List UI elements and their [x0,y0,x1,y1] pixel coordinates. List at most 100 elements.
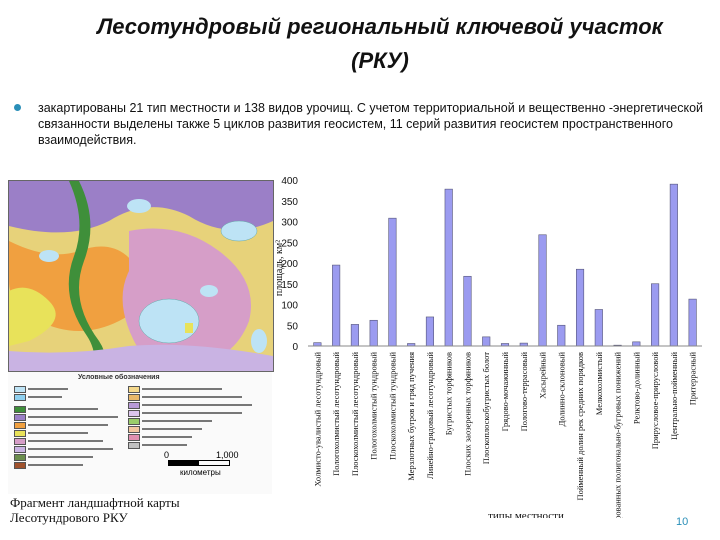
y-tick-label: 200 [281,259,298,270]
scale-label-left: 0 [164,450,170,460]
legend-swatch-peach [128,426,140,433]
legend-text-placeholder [142,420,212,422]
bar [538,234,547,347]
legend-swatch-river [14,394,26,401]
x-tick-label: Пологохолмистый лесотундровый [331,352,341,476]
scale-bar [168,460,230,466]
y-axis-title-group: площадь, км² [274,240,285,296]
bar [632,341,641,347]
map-lake-east [200,285,218,297]
map-marker-yellow [185,323,193,333]
legend-text-placeholder [28,448,113,450]
legend-swatch-water [14,386,26,393]
map-caption: Фрагмент ландшафтной карты Лесотундровог… [10,495,180,525]
legend-swatch-violet [128,402,140,409]
slide-title: Лесотундровый региональный ключевой учас… [40,10,720,78]
x-tick-label: Холмисто-увалистый лесотундровый [312,352,322,487]
x-tick-label: Релктово-долинный [631,352,641,425]
legend-swatch-lavender [128,410,140,417]
legend-text-placeholder [142,388,222,390]
x-tick-label: Грядово-мочажинный [500,352,510,432]
x-tick-label: Центрально-пойменный [669,352,679,440]
bar [444,188,453,347]
y-tick-label: 350 [281,197,298,208]
x-tick-label: Плоских заозеренных торфяников [462,352,472,476]
legend-swatch-lilac [14,446,26,453]
x-tick-label: Плоскоплоскобугристых болот [481,352,491,464]
bar-chart: площадь, км² 0 50 100 150 200 250 300 350 400 Хо… [274,176,702,518]
legend-swatch-brown [14,462,26,469]
legend-text-placeholder [142,428,202,430]
legend-swatch-gray [128,442,140,449]
x-tick-label: Линейно-грядовый лесотундровый [425,352,435,480]
x-tick-label: Мерзлотных бугров и гряд пучения [406,352,416,481]
legend-swatch-yellow [14,430,26,437]
x-tick-label: Бугристых торфяников [444,352,454,435]
y-axis-title: площадь, км² [274,240,285,296]
y-tick-label: 150 [281,280,298,291]
map-lake-north [220,220,258,242]
map-region-south [9,344,273,371]
bar [482,336,491,347]
bar [669,183,678,347]
legend-swatch-orange [14,422,26,429]
map-caption-line1: Фрагмент ландшафтной карты [10,495,180,510]
x-tick-label: Пологово-террасовый [519,352,529,432]
x-tick-label: Прирусловое-прирусловой [650,352,660,450]
map-lake-west [39,250,59,262]
scale-unit: километры [180,468,221,477]
x-tick-label: Пойменный долин рек средних порядков [575,352,585,501]
map-legend: Условные обозначения 0 1,000 километры [8,372,272,494]
x-tick-label: Мелкохолмистый [594,352,604,416]
scale-bar-segment [169,461,199,465]
legend-swatch-purple [14,414,26,421]
y-tick-label: 100 [281,301,298,312]
legend-swatch-tan [128,394,140,401]
slide-title-line2: (РКУ) [351,48,409,73]
landscape-map-image [8,180,274,372]
x-tick-label: Хасырейный [538,352,548,399]
bar [463,275,472,347]
scale-label-right: 1,000 [216,450,239,460]
legend-text-placeholder [28,456,93,458]
bar [332,264,341,347]
legend-title: Условные обозначения [78,374,160,381]
legend-swatch-lightgreen [128,418,140,425]
bar [425,316,435,347]
legend-text-placeholder [142,444,187,446]
bar [651,283,660,347]
bar [557,324,566,347]
map-caption-line2: Лесотундрового РКУ [10,510,128,525]
legend-text-placeholder [28,396,62,398]
y-axis-ticks: 0 50 100 150 200 250 300 350 400 [281,176,298,353]
legend-swatch-pink [14,438,26,445]
x-tick-label: Пологохолмистый тундровый [369,352,379,460]
bar [594,309,603,347]
y-tick-label: 400 [281,176,298,187]
x-tick-label: Плоскохолмистый лесотундровый [350,352,360,477]
legend-text-placeholder [142,396,242,398]
map-lake-top [127,199,151,213]
legend-text-placeholder [28,440,103,442]
legend-text-placeholder [28,464,83,466]
legend-swatch-olive [14,454,26,461]
map-region-yellow [9,287,56,346]
legend-text-placeholder [28,416,118,418]
x-axis-title: типы местности [488,510,564,518]
y-tick-label: 250 [281,238,298,249]
legend-text-placeholder [28,432,88,434]
x-tick-label: Притеррасный [688,352,698,406]
bar [369,319,378,347]
y-tick-label: 0 [292,342,298,353]
legend-swatch-rose [128,434,140,441]
legend-text-placeholder [142,436,192,438]
bar [688,298,697,347]
map-lake-southeast [251,329,267,353]
legend-swatch-sand [128,386,140,393]
page-number: 10 [676,516,689,528]
y-tick-label: 300 [281,218,298,229]
bar [388,217,397,347]
bullet-text: закартированы 21 тип местности и 138 вид… [38,101,704,147]
x-tick-label: Плоскохолмистый тундровый [387,352,397,460]
bar [575,268,585,347]
